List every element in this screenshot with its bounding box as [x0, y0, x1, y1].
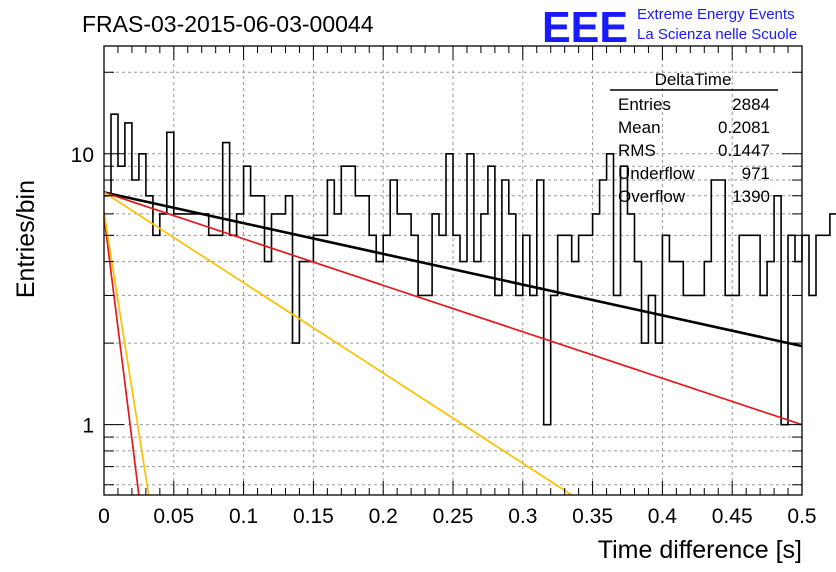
histogram-step: [104, 113, 836, 426]
x-tick-label: 0.2: [369, 505, 398, 528]
x-tick-label: 0: [98, 505, 110, 528]
y-tick-label: 1: [82, 415, 94, 438]
logo-line-1: Extreme Energy Events: [637, 6, 795, 23]
stats-value-underflow: 971: [742, 164, 770, 183]
x-tick-label: 0.5: [787, 505, 816, 528]
x-tick-label: 0.25: [433, 505, 474, 528]
stats-box: DeltaTime Entries 2884 Mean 0.2081 RMS 0…: [610, 70, 778, 206]
stats-name: DeltaTime: [655, 70, 732, 89]
stats-value-entries: 2884: [732, 95, 770, 114]
x-tick-label: 0.45: [712, 505, 753, 528]
fit-line-4: [103, 215, 140, 496]
stats-label-mean: Mean: [618, 118, 661, 137]
histogram: [104, 113, 836, 426]
x-axis-title: Time difference [s]: [598, 536, 802, 564]
y-axis-title: Entries/bin: [12, 180, 40, 298]
fit-lines: [103, 191, 803, 496]
logo-mark: EEE: [542, 3, 628, 52]
x-tick-label: 0.15: [293, 505, 334, 528]
stats-label-rms: RMS: [618, 141, 656, 160]
chart-title: FRAS-03-2015-06-03-00044: [82, 11, 374, 37]
stats-label-overflow: Overflow: [618, 187, 686, 206]
fit-line-5: [103, 211, 150, 496]
tick-labels: 0 0.05 0.1 0.15 0.2 0.25 0.3 0.35 0.4 0.45 0.5 1 10: [71, 144, 817, 528]
axis-ticks: [103, 46, 803, 495]
x-tick-label: 0.4: [648, 505, 678, 528]
stats-value-mean: 0.2081: [718, 118, 770, 137]
y-tick-label: 10: [71, 144, 94, 167]
x-tick-label: 0.35: [572, 505, 613, 528]
eee-logo: EEE Extreme Energy Events La Scienza nel…: [542, 3, 797, 52]
fit-line-3: [103, 191, 573, 496]
stats-label-underflow: Underflow: [618, 164, 695, 183]
stats-value-rms: 0.1447: [718, 141, 770, 160]
stats-value-overflow: 1390: [732, 187, 770, 206]
x-tick-label: 0.1: [229, 505, 258, 528]
stats-label-entries: Entries: [618, 95, 671, 114]
fit-line-1: [103, 191, 803, 348]
fit-line-2: [103, 191, 803, 426]
logo-line-2: La Scienza nelle Scuole: [637, 26, 797, 43]
x-tick-label: 0.3: [508, 505, 537, 528]
x-tick-label: 0.05: [153, 505, 194, 528]
